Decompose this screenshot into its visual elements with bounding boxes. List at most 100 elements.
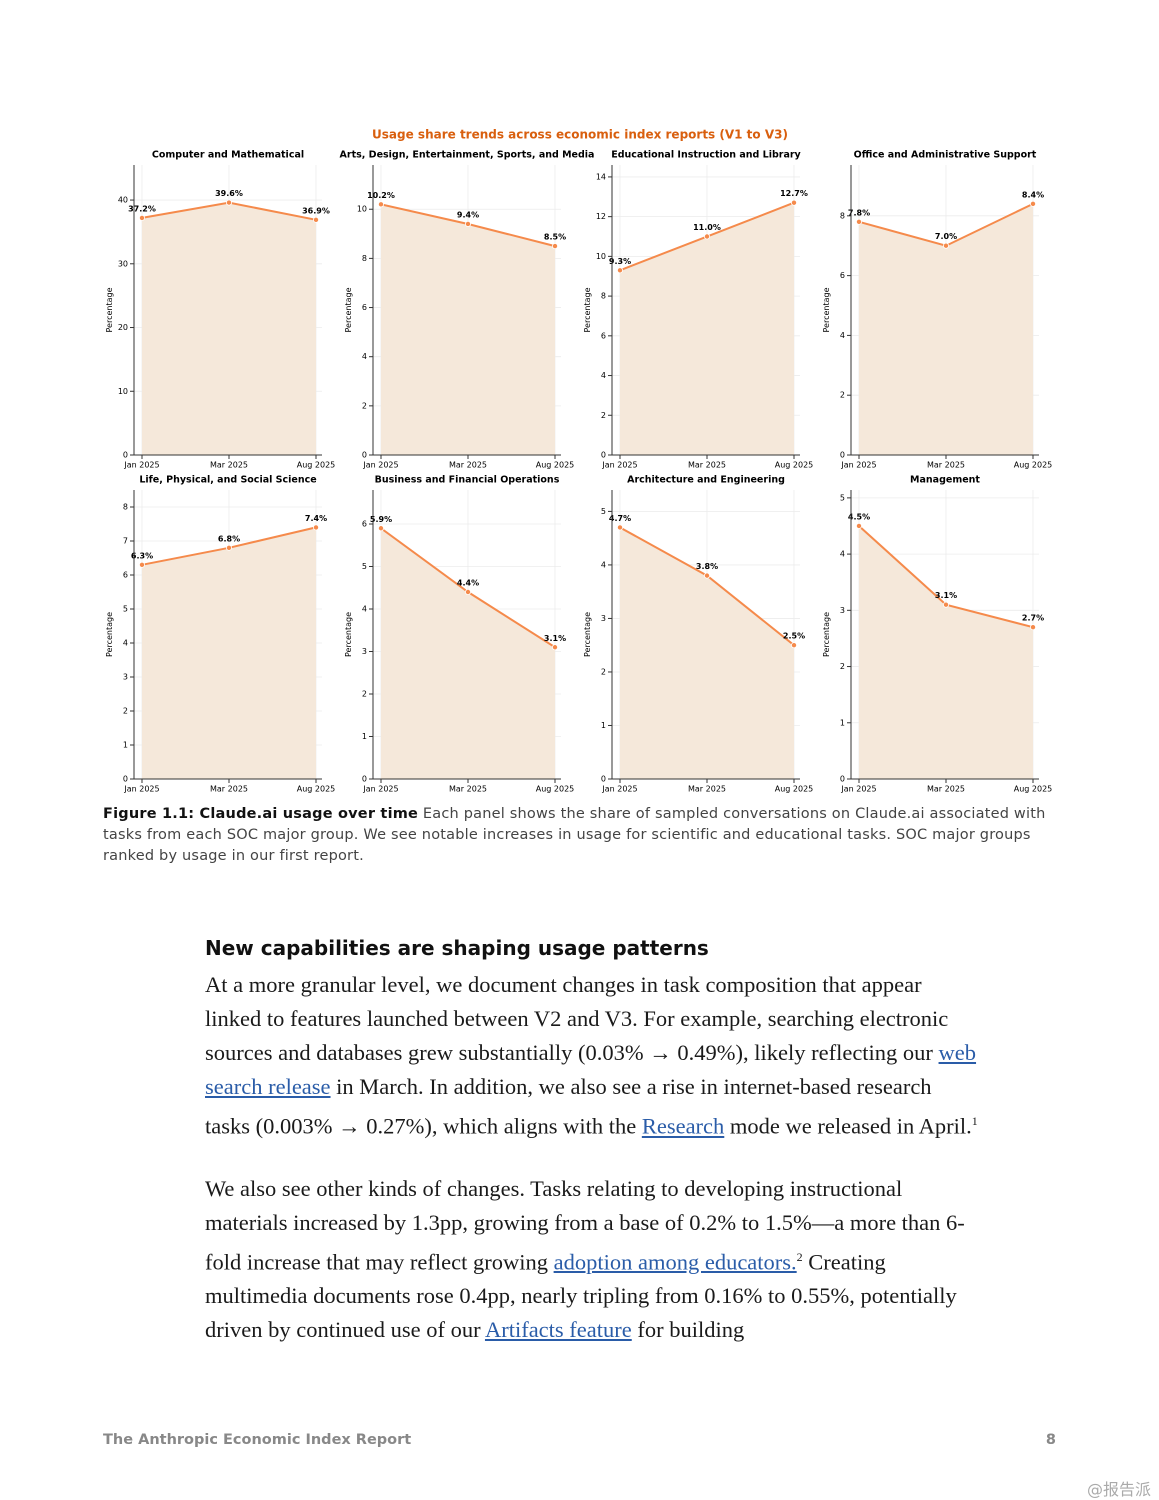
y-tick-label: 6 xyxy=(362,303,367,312)
y-tick-label: 40 xyxy=(118,196,128,205)
y-tick-label: 8 xyxy=(840,211,845,220)
watermark: @报告派 xyxy=(1086,1480,1151,1499)
area xyxy=(859,525,1033,779)
marker xyxy=(312,216,319,223)
y-axis-label: Percentage xyxy=(822,287,831,332)
y-tick-label: 6 xyxy=(362,520,367,529)
y-tick-label: 7 xyxy=(123,537,128,546)
y-tick-label: 2 xyxy=(840,662,845,671)
value-label: 2.5% xyxy=(783,632,805,641)
x-tick-label: Aug 2025 xyxy=(1014,461,1053,470)
value-label: 3.1% xyxy=(544,634,566,643)
value-label: 4.7% xyxy=(609,514,631,523)
y-tick-label: 8 xyxy=(362,254,367,263)
value-label: 8.5% xyxy=(544,233,566,242)
y-tick-label: 12 xyxy=(596,212,606,221)
x-tick-label: Jan 2025 xyxy=(601,461,637,470)
marker xyxy=(377,201,384,208)
y-tick-label: 3 xyxy=(840,606,845,615)
marker xyxy=(943,601,950,608)
x-tick-label: Aug 2025 xyxy=(297,461,336,470)
link[interactable]: adoption among educators. xyxy=(553,1249,797,1274)
panel-title: Life, Physical, and Social Science xyxy=(139,475,316,486)
text: for building xyxy=(631,1317,745,1342)
paragraph: We also see other kinds of changes. Task… xyxy=(205,1172,980,1348)
value-label: 12.7% xyxy=(780,189,808,198)
x-tick-label: Mar 2025 xyxy=(927,461,965,470)
area xyxy=(620,202,794,455)
marker xyxy=(617,524,624,531)
x-tick-label: Aug 2025 xyxy=(775,785,814,794)
y-axis-label: Percentage xyxy=(344,287,353,332)
figure-caption: Figure 1.1: Claude.ai usage over time Ea… xyxy=(103,804,1063,867)
marker xyxy=(856,218,863,225)
y-axis-label: Percentage xyxy=(105,287,114,332)
panel-title: Management xyxy=(910,475,980,486)
value-label: 2.7% xyxy=(1022,614,1044,623)
y-tick-label: 0 xyxy=(601,451,606,460)
footer-title: The Anthropic Economic Index Report xyxy=(103,1432,412,1448)
y-tick-label: 0 xyxy=(840,451,845,460)
y-tick-label: 5 xyxy=(362,562,367,571)
value-label: 9.3% xyxy=(609,257,631,266)
y-tick-label: 0 xyxy=(840,775,845,784)
text: At a more granular level, we document ch… xyxy=(205,972,949,1065)
y-tick-label: 10 xyxy=(118,387,128,396)
panel-title: Computer and Mathematical xyxy=(152,150,304,161)
value-label: 6.3% xyxy=(131,551,153,560)
area xyxy=(381,528,555,779)
marker xyxy=(312,524,319,531)
value-label: 11.0% xyxy=(693,223,721,232)
x-tick-label: Aug 2025 xyxy=(536,785,575,794)
value-label: 3.1% xyxy=(935,591,957,600)
y-tick-label: 0 xyxy=(362,775,367,784)
link[interactable]: Research xyxy=(641,1113,725,1139)
y-axis-label: Percentage xyxy=(344,612,353,657)
y-tick-label: 2 xyxy=(840,391,845,400)
marker xyxy=(617,267,624,274)
x-tick-label: Mar 2025 xyxy=(210,461,248,470)
section-heading: New capabilities are shaping usage patte… xyxy=(205,936,709,960)
value-label: 37.2% xyxy=(128,204,156,213)
y-tick-label: 2 xyxy=(362,401,367,410)
panel-title: Office and Administrative Support xyxy=(854,150,1037,161)
area xyxy=(381,204,555,455)
marker xyxy=(464,220,471,227)
y-tick-label: 30 xyxy=(118,259,128,268)
value-label: 3.8% xyxy=(696,562,718,571)
y-axis-label: Percentage xyxy=(583,287,592,332)
footnote-ref: 2 xyxy=(796,1249,803,1264)
value-label: 10.2% xyxy=(367,191,395,200)
figure: Usage share trends across economic index… xyxy=(105,128,1053,794)
y-tick-label: 0 xyxy=(601,775,606,784)
value-label: 7.4% xyxy=(305,514,327,523)
y-tick-label: 4 xyxy=(840,331,845,340)
marker xyxy=(225,199,232,206)
marker xyxy=(704,233,711,240)
marker xyxy=(552,243,559,250)
x-tick-label: Jan 2025 xyxy=(840,785,876,794)
value-label: 5.9% xyxy=(370,515,392,524)
text: in March. In addition, we also see a ris… xyxy=(205,1074,932,1139)
link[interactable]: Artifacts feature xyxy=(484,1317,632,1342)
y-tick-label: 1 xyxy=(601,721,606,730)
value-label: 7.8% xyxy=(848,208,870,217)
y-tick-label: 14 xyxy=(596,172,606,181)
value-label: 8.4% xyxy=(1022,190,1044,199)
panel-title: Architecture and Engineering xyxy=(627,475,785,486)
marker xyxy=(464,589,471,596)
link[interactable]: web search release xyxy=(205,1040,977,1099)
area xyxy=(142,202,316,455)
page-number: 8 xyxy=(1045,1432,1056,1448)
y-tick-label: 10 xyxy=(357,205,367,214)
y-tick-label: 2 xyxy=(362,690,367,699)
caption-text: Each panel shows the share of sampled co… xyxy=(103,806,1046,864)
area xyxy=(859,203,1033,455)
panel-title: Arts, Design, Entertainment, Sports, and… xyxy=(340,150,595,161)
y-tick-label: 20 xyxy=(118,323,128,332)
y-tick-label: 8 xyxy=(123,503,128,512)
x-tick-label: Jan 2025 xyxy=(123,785,159,794)
marker xyxy=(225,544,232,551)
value-label: 36.9% xyxy=(302,206,330,215)
x-tick-label: Aug 2025 xyxy=(536,461,575,470)
